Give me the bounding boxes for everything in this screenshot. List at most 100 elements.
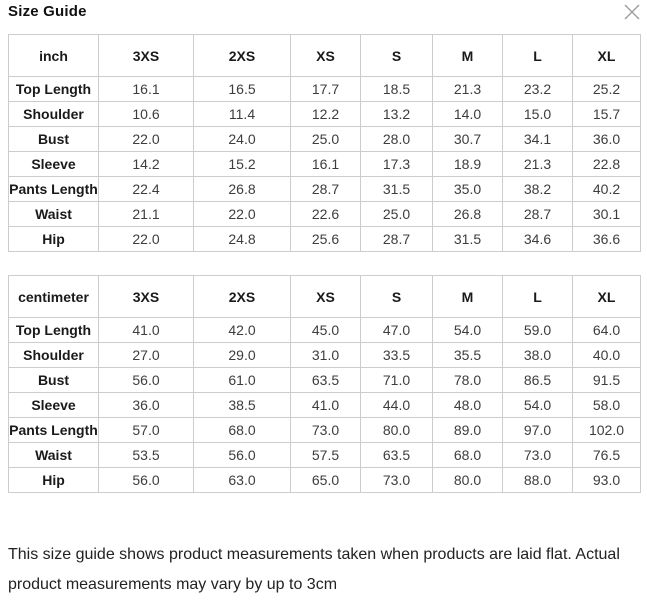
- value-cell: 36.0: [572, 126, 641, 152]
- value-cell: 63.0: [193, 467, 291, 493]
- unit-header-cell: inch: [8, 34, 99, 77]
- value-cell: 41.0: [98, 317, 194, 343]
- value-cell: 28.0: [360, 126, 433, 152]
- value-cell: 14.0: [432, 101, 503, 127]
- value-cell: 33.5: [360, 342, 433, 368]
- size-header-cell: L: [502, 275, 573, 318]
- value-cell: 25.2: [572, 76, 641, 102]
- value-cell: 16.1: [98, 76, 194, 102]
- size-header-cell: 3XS: [98, 34, 194, 77]
- value-cell: 23.2: [502, 76, 573, 102]
- value-cell: 73.0: [290, 417, 361, 443]
- row-label-cell: Shoulder: [8, 101, 99, 127]
- value-cell: 53.5: [98, 442, 194, 468]
- table-row: Top Length 16.1 16.5 17.7 18.5 21.3 23.2 25.2: [8, 76, 641, 102]
- value-cell: 71.0: [360, 367, 433, 393]
- size-table-centimeter: centimeter 3XS 2XS XS S M L XL Top Length 41.0 42.…: [8, 275, 641, 493]
- table-row: Top Length 41.0 42.0 45.0 47.0 54.0 59.0 64.0: [8, 317, 641, 343]
- value-cell: 34.1: [502, 126, 573, 152]
- value-cell: 21.3: [502, 151, 573, 177]
- size-header-cell: 3XS: [98, 275, 194, 318]
- value-cell: 34.6: [502, 226, 573, 252]
- value-cell: 63.5: [360, 442, 433, 468]
- value-cell: 22.0: [98, 126, 194, 152]
- header-row: inch 3XS 2XS XS S M L XL: [8, 34, 641, 77]
- row-label-cell: Top Length: [8, 317, 99, 343]
- value-cell: 41.0: [290, 392, 361, 418]
- value-cell: 73.0: [502, 442, 573, 468]
- value-cell: 61.0: [193, 367, 291, 393]
- size-header-cell: XS: [290, 34, 361, 77]
- size-table-inch: inch 3XS 2XS XS S M L XL Top Length 16.1 16.5 17.7 1…: [8, 34, 641, 252]
- table-row: Shoulder 27.0 29.0 31.0 33.5 35.5 38.0 40.0: [8, 342, 641, 368]
- value-cell: 38.2: [502, 176, 573, 202]
- value-cell: 24.0: [193, 126, 291, 152]
- value-cell: 54.0: [502, 392, 573, 418]
- value-cell: 97.0: [502, 417, 573, 443]
- value-cell: 17.7: [290, 76, 361, 102]
- table-row: Sleeve 14.2 15.2 16.1 17.3 18.9 21.3 22.8: [8, 151, 641, 177]
- value-cell: 73.0: [360, 467, 433, 493]
- value-cell: 40.0: [572, 342, 641, 368]
- row-label-cell: Shoulder: [8, 342, 99, 368]
- value-cell: 28.7: [502, 201, 573, 227]
- value-cell: 11.4: [193, 101, 291, 127]
- value-cell: 25.0: [290, 126, 361, 152]
- value-cell: 35.0: [432, 176, 503, 202]
- value-cell: 56.0: [98, 467, 194, 493]
- value-cell: 16.1: [290, 151, 361, 177]
- size-header-cell: XS: [290, 275, 361, 318]
- table-row: Hip 22.0 24.8 25.6 28.7 31.5 34.6 36.6: [8, 226, 641, 252]
- row-label-cell: Sleeve: [8, 392, 99, 418]
- table-row: Hip 56.0 63.0 65.0 73.0 80.0 88.0 93.0: [8, 467, 641, 493]
- value-cell: 26.8: [432, 201, 503, 227]
- value-cell: 29.0: [193, 342, 291, 368]
- row-label-cell: Top Length: [8, 76, 99, 102]
- value-cell: 31.0: [290, 342, 361, 368]
- value-cell: 30.1: [572, 201, 641, 227]
- value-cell: 78.0: [432, 367, 503, 393]
- size-header-cell: XL: [572, 275, 641, 318]
- value-cell: 16.5: [193, 76, 291, 102]
- value-cell: 18.5: [360, 76, 433, 102]
- modal-title: Size Guide: [8, 3, 87, 20]
- close-icon: [624, 4, 640, 20]
- value-cell: 57.0: [98, 417, 194, 443]
- table-row: Shoulder 10.6 11.4 12.2 13.2 14.0 15.0 15.7: [8, 101, 641, 127]
- value-cell: 31.5: [360, 176, 433, 202]
- value-cell: 38.5: [193, 392, 291, 418]
- value-cell: 56.0: [193, 442, 291, 468]
- value-cell: 47.0: [360, 317, 433, 343]
- size-guide-note: This size guide shows product measuremen…: [8, 546, 620, 593]
- row-label-cell: Waist: [8, 442, 99, 468]
- value-cell: 10.6: [98, 101, 194, 127]
- table-row: Pants Length 22.4 26.8 28.7 31.5 35.0 38.2 40.2: [8, 176, 641, 202]
- value-cell: 48.0: [432, 392, 503, 418]
- value-cell: 76.5: [572, 442, 641, 468]
- close-button[interactable]: [621, 1, 643, 23]
- value-cell: 18.9: [432, 151, 503, 177]
- value-cell: 63.5: [290, 367, 361, 393]
- size-header-cell: M: [432, 34, 503, 77]
- value-cell: 13.2: [360, 101, 433, 127]
- row-label-cell: Bust: [8, 126, 99, 152]
- table-row: Bust 56.0 61.0 63.5 71.0 78.0 86.5 91.5: [8, 367, 641, 393]
- value-cell: 35.5: [432, 342, 503, 368]
- row-label-cell: Hip: [8, 467, 99, 493]
- size-header-cell: L: [502, 34, 573, 77]
- size-header-cell: 2XS: [193, 34, 291, 77]
- value-cell: 45.0: [290, 317, 361, 343]
- value-cell: 21.3: [432, 76, 503, 102]
- value-cell: 26.8: [193, 176, 291, 202]
- header-row: centimeter 3XS 2XS XS S M L XL: [8, 275, 641, 318]
- value-cell: 64.0: [572, 317, 641, 343]
- table-row: Waist 21.1 22.0 22.6 25.0 26.8 28.7 30.1: [8, 201, 641, 227]
- value-cell: 36.0: [98, 392, 194, 418]
- value-cell: 22.0: [193, 201, 291, 227]
- value-cell: 80.0: [432, 467, 503, 493]
- value-cell: 44.0: [360, 392, 433, 418]
- value-cell: 57.5: [290, 442, 361, 468]
- size-header-cell: S: [360, 34, 433, 77]
- modal-header: Size Guide: [8, 2, 640, 32]
- value-cell: 22.0: [98, 226, 194, 252]
